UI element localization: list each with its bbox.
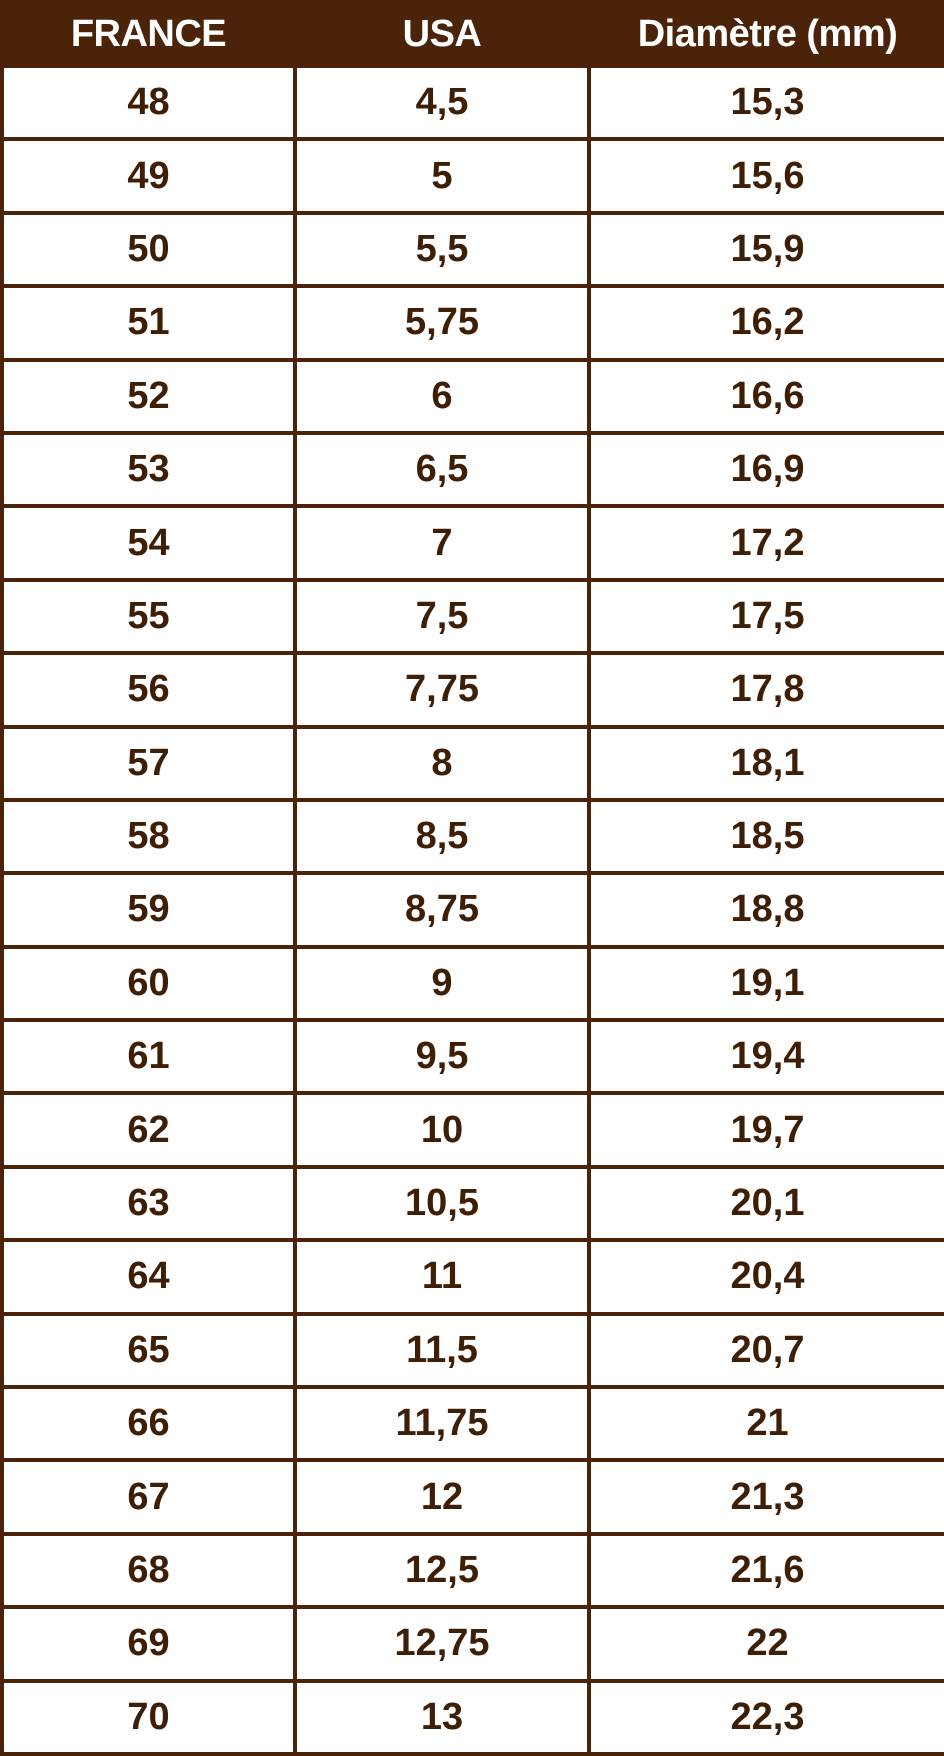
cell-france: 69 — [0, 1605, 297, 1683]
cell-france: 65 — [0, 1311, 297, 1390]
table-row: 62 10 19,7 — [0, 1091, 944, 1169]
table-row: 59 8,75 18,8 — [0, 871, 944, 949]
cell-diameter: 21,6 — [587, 1531, 944, 1610]
cell-france: 52 — [0, 357, 297, 435]
cell-france: 55 — [0, 577, 297, 656]
cell-france: 57 — [0, 724, 297, 802]
cell-usa: 5 — [293, 137, 591, 215]
cell-france: 62 — [0, 1091, 297, 1169]
header-usa: USA — [293, 0, 591, 68]
header-diameter: Diamètre (mm) — [587, 0, 944, 68]
table-row: 48 4,5 15,3 — [0, 63, 944, 142]
table-row: 63 10,5 20,1 — [0, 1164, 944, 1243]
cell-diameter: 17,5 — [587, 577, 944, 656]
cell-diameter: 16,2 — [587, 284, 944, 362]
header-row: FRANCE USA Diamètre (mm) — [0, 0, 944, 68]
table-row: 67 12 21,3 — [0, 1458, 944, 1536]
cell-diameter: 20,4 — [587, 1238, 944, 1316]
cell-usa: 4,5 — [293, 63, 591, 142]
cell-diameter: 20,1 — [587, 1164, 944, 1243]
table-row: 57 8 18,1 — [0, 724, 944, 802]
cell-france: 64 — [0, 1238, 297, 1316]
cell-diameter: 15,6 — [587, 137, 944, 215]
cell-usa: 6 — [293, 357, 591, 435]
cell-france: 53 — [0, 430, 297, 509]
cell-usa: 7 — [293, 504, 591, 582]
cell-usa: 8,75 — [293, 871, 591, 949]
cell-diameter: 21 — [587, 1385, 944, 1463]
table-row: 50 5,5 15,9 — [0, 210, 944, 289]
table-row: 68 12,5 21,6 — [0, 1531, 944, 1610]
cell-france: 51 — [0, 284, 297, 362]
cell-france: 70 — [0, 1678, 297, 1756]
cell-france: 68 — [0, 1531, 297, 1610]
cell-france: 67 — [0, 1458, 297, 1536]
cell-diameter: 19,4 — [587, 1018, 944, 1096]
cell-usa: 11,5 — [293, 1311, 591, 1390]
cell-france: 66 — [0, 1385, 297, 1463]
cell-usa: 8,5 — [293, 797, 591, 876]
cell-diameter: 15,9 — [587, 210, 944, 289]
cell-diameter: 19,1 — [587, 944, 944, 1023]
cell-france: 59 — [0, 871, 297, 949]
cell-usa: 7,75 — [293, 651, 591, 729]
table-row: 65 11,5 20,7 — [0, 1311, 944, 1390]
table-row: 69 12,75 22 — [0, 1605, 944, 1683]
table-row: 70 13 22,3 — [0, 1678, 944, 1756]
table-row: 61 9,5 19,4 — [0, 1018, 944, 1096]
table-row: 51 5,75 16,2 — [0, 284, 944, 362]
cell-france: 58 — [0, 797, 297, 876]
cell-usa: 6,5 — [293, 430, 591, 509]
cell-diameter: 16,6 — [587, 357, 944, 435]
cell-diameter: 22 — [587, 1605, 944, 1683]
cell-diameter: 18,1 — [587, 724, 944, 802]
table-row: 58 8,5 18,5 — [0, 797, 944, 876]
table-row: 60 9 19,1 — [0, 944, 944, 1023]
table-row: 49 5 15,6 — [0, 137, 944, 215]
table-row: 53 6,5 16,9 — [0, 430, 944, 509]
table-body: 48 4,5 15,3 49 5 15,6 50 5,5 15,9 51 5,75 16,2 52 6 16… — [0, 63, 944, 1756]
cell-diameter: 19,7 — [587, 1091, 944, 1169]
cell-diameter: 18,8 — [587, 871, 944, 949]
cell-usa: 8 — [293, 724, 591, 802]
cell-france: 63 — [0, 1164, 297, 1243]
cell-usa: 12 — [293, 1458, 591, 1536]
cell-usa: 10,5 — [293, 1164, 591, 1243]
cell-usa: 13 — [293, 1678, 591, 1756]
cell-diameter: 22,3 — [587, 1678, 944, 1756]
header-france: FRANCE — [0, 0, 297, 68]
cell-usa: 5,75 — [293, 284, 591, 362]
cell-diameter: 15,3 — [587, 63, 944, 142]
cell-usa: 7,5 — [293, 577, 591, 656]
table-row: 64 11 20,4 — [0, 1238, 944, 1316]
cell-diameter: 17,2 — [587, 504, 944, 582]
cell-diameter: 17,8 — [587, 651, 944, 729]
cell-usa: 11 — [293, 1238, 591, 1316]
cell-diameter: 20,7 — [587, 1311, 944, 1390]
table-row: 55 7,5 17,5 — [0, 577, 944, 656]
table-row: 66 11,75 21 — [0, 1385, 944, 1463]
cell-usa: 10 — [293, 1091, 591, 1169]
cell-usa: 9 — [293, 944, 591, 1023]
cell-usa: 12,5 — [293, 1531, 591, 1610]
cell-usa: 11,75 — [293, 1385, 591, 1463]
cell-france: 61 — [0, 1018, 297, 1096]
cell-diameter: 18,5 — [587, 797, 944, 876]
cell-usa: 9,5 — [293, 1018, 591, 1096]
cell-france: 48 — [0, 63, 297, 142]
cell-diameter: 16,9 — [587, 430, 944, 509]
cell-france: 56 — [0, 651, 297, 729]
cell-usa: 5,5 — [293, 210, 591, 289]
cell-diameter: 21,3 — [587, 1458, 944, 1536]
cell-france: 50 — [0, 210, 297, 289]
cell-usa: 12,75 — [293, 1605, 591, 1683]
cell-france: 54 — [0, 504, 297, 582]
cell-france: 60 — [0, 944, 297, 1023]
table-row: 56 7,75 17,8 — [0, 651, 944, 729]
table-row: 52 6 16,6 — [0, 357, 944, 435]
table-row: 54 7 17,2 — [0, 504, 944, 582]
cell-france: 49 — [0, 137, 297, 215]
